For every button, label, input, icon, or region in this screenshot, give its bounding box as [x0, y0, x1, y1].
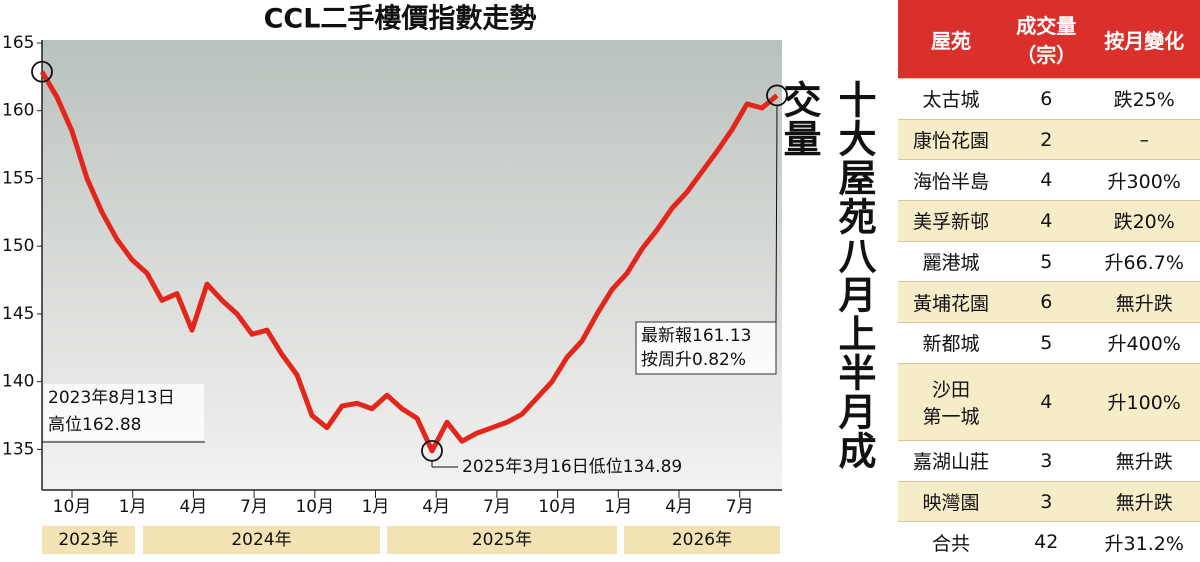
cell: 3: [1004, 480, 1089, 522]
highlight-circle: [31, 60, 53, 83]
x-tick-label: 4月: [665, 497, 693, 517]
x-tick-label: 10月: [538, 497, 577, 517]
cell: 新都城: [898, 322, 1005, 364]
cell: 4: [1004, 362, 1089, 441]
cell: 4: [1004, 200, 1089, 242]
table-row: 麗港城 5 升66.7%: [898, 240, 1200, 282]
y-tick-label: 160: [2, 101, 34, 121]
table-row: 海怡半島 4 升300%: [898, 159, 1200, 201]
cell: 美孚新邨: [898, 200, 1005, 242]
year-band: [387, 526, 617, 554]
cell: 6: [1004, 78, 1089, 120]
x-tick-label: 7月: [483, 497, 511, 517]
cell: 升300%: [1088, 159, 1200, 201]
x-tick-label: 7月: [726, 497, 754, 517]
side-title: 十大屋苑八月上半月成交量: [777, 80, 876, 470]
x-tick-label: 4月: [422, 497, 450, 517]
y-tick-label: 165: [2, 33, 34, 53]
cell: 4: [1004, 159, 1089, 201]
table-header: 屋苑 成交量 （宗） 按月變化: [898, 0, 1200, 79]
year-label: 2025年: [472, 530, 532, 550]
cell: 跌20%: [1088, 200, 1200, 242]
y-tick-label: 155: [2, 168, 34, 188]
year-label: 2026年: [672, 530, 732, 550]
year-band: [42, 526, 135, 554]
cell: 6: [1004, 281, 1089, 323]
cell: 康怡花園: [898, 118, 1005, 160]
cell: 嘉湖山莊: [898, 440, 1005, 482]
chart-title: CCL二手樓價指數走勢: [264, 4, 537, 35]
header-cell: 屋苑: [898, 0, 1005, 79]
x-tick-label: 10月: [53, 497, 92, 517]
annotation: 2025年3月16日低位134.89: [462, 457, 682, 477]
cell: 升31.2%: [1088, 521, 1200, 562]
cell: 無升跌: [1088, 281, 1200, 323]
cell: 沙田 第一城: [898, 362, 1005, 441]
cell: 升100%: [1088, 362, 1200, 441]
x-tick-label: 1月: [604, 497, 632, 517]
y-tick-label: 150: [2, 236, 34, 256]
year-band: [624, 526, 780, 554]
x-tick-label: 1月: [119, 497, 147, 517]
x-tick-label: 7月: [240, 497, 268, 517]
cell: 升66.7%: [1088, 240, 1200, 282]
annotation: 按周升0.82%: [641, 350, 746, 370]
cell: 3: [1004, 440, 1089, 482]
cell: 海怡半島: [898, 159, 1005, 201]
annotation: 最新報161.13: [641, 326, 751, 346]
year-band: [143, 526, 380, 554]
y-tick-label: 140: [2, 372, 34, 392]
header-cell: 成交量 （宗）: [1004, 0, 1089, 79]
label-bg: [44, 384, 204, 440]
table: 屋苑 成交量 （宗） 按月變化 太古城 6 跌25% 康怡花園 2– 海怡半島 4 升300% 美孚新…: [898, 0, 1200, 562]
table-row: 康怡花園 2–: [898, 118, 1200, 160]
cell: 映灣園: [898, 480, 1005, 522]
y-tick-label: 145: [2, 304, 34, 324]
cell: 無升跌: [1088, 480, 1200, 522]
cell: 太古城: [898, 78, 1005, 120]
table-row: 合共 42 升31.2%: [898, 521, 1200, 562]
table-row: 美孚新邨 4 跌20%: [898, 200, 1200, 242]
cell: 2: [1004, 118, 1089, 160]
table-row: 嘉湖山莊 3 無升跌: [898, 440, 1200, 482]
year-label: 2023年: [58, 530, 118, 550]
y-tick-label: 135: [2, 439, 34, 459]
annotation: 2023年8月13日: [48, 388, 175, 408]
x-tick-label: 4月: [179, 497, 207, 517]
table-row: 映灣園 3 無升跌: [898, 480, 1200, 522]
cell: –: [1088, 118, 1200, 160]
table-row: 沙田 第一城 4 升100%: [898, 362, 1200, 441]
year-label: 2024年: [231, 530, 291, 550]
table-row: 太古城 6 跌25%: [898, 78, 1200, 120]
cell: 跌25%: [1088, 78, 1200, 120]
cell: 黃埔花園: [898, 281, 1005, 323]
header-cell: 按月變化: [1088, 0, 1200, 79]
annotation: 高位162.88: [48, 415, 141, 435]
cell: 升400%: [1088, 322, 1200, 364]
cell: 麗港城: [898, 240, 1005, 282]
label-box: [635, 321, 777, 375]
x-tick-label: 1月: [362, 497, 390, 517]
cell: 合共: [898, 521, 1005, 562]
cell: 5: [1004, 322, 1089, 364]
line: [39, 70, 779, 454]
cell: 無升跌: [1088, 440, 1200, 482]
table-row: 新都城 5 升400%: [898, 322, 1200, 364]
chart: CCL二手樓價指數走勢 135 140 145 150 155 160 165 10月 1月 4月…: [2, 4, 788, 554]
cell: 42: [1004, 521, 1089, 562]
x-tick-label: 10月: [295, 497, 334, 517]
leader: [775, 105, 778, 323]
table-row: 黃埔花園 6 無升跌: [898, 281, 1200, 323]
cell: 5: [1004, 240, 1089, 282]
